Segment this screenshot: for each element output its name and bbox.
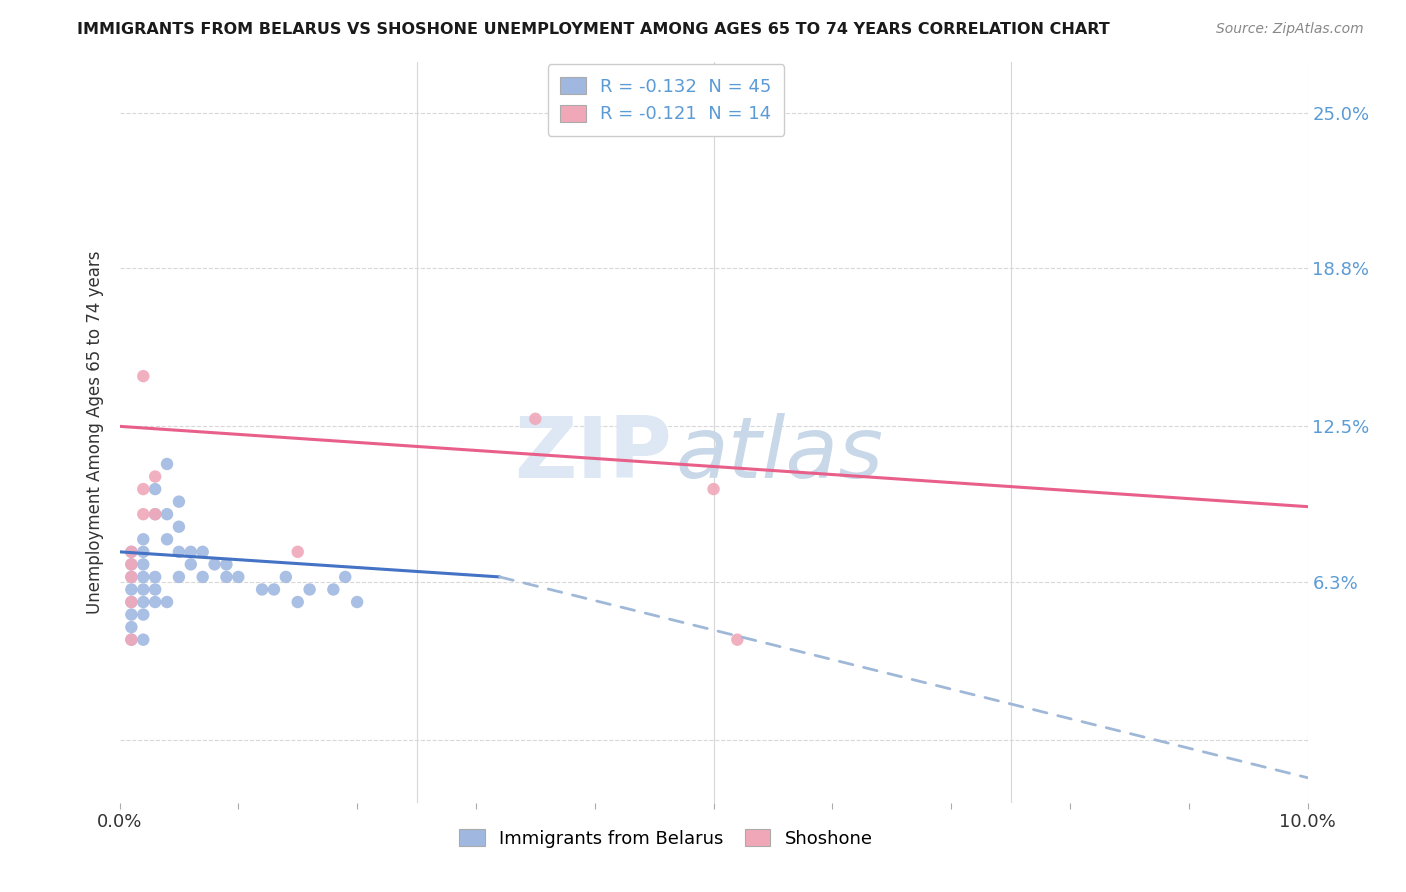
Point (143, 469, 166, 483)
Point (274, 570, 297, 584)
Point (298, 582, 321, 597)
Point (156, 533, 179, 547)
Point (132, 545, 155, 559)
Point (143, 582, 166, 597)
Text: atlas: atlas (675, 413, 883, 496)
Point (263, 582, 285, 597)
Point (725, 632, 748, 647)
Point (143, 507, 166, 521)
Point (120, 570, 142, 584)
Point (703, 482, 725, 496)
Legend: Immigrants from Belarus, Shoshone: Immigrants from Belarus, Shoshone (447, 816, 886, 861)
Point (120, 545, 142, 559)
Y-axis label: Unemployment Among Ages 65 to 74 years: Unemployment Among Ages 65 to 74 years (86, 251, 104, 615)
Point (132, 507, 155, 521)
Point (120, 558, 142, 572)
Point (132, 582, 155, 597)
Point (132, 558, 155, 572)
Point (156, 457, 179, 471)
Point (143, 570, 166, 584)
Point (156, 507, 179, 521)
Point (215, 558, 238, 572)
Point (250, 582, 273, 597)
Text: IMMIGRANTS FROM BELARUS VS SHOSHONE UNEMPLOYMENT AMONG AGES 65 TO 74 YEARS CORRE: IMMIGRANTS FROM BELARUS VS SHOSHONE UNEM… (77, 22, 1111, 37)
Point (120, 632, 142, 647)
Point (120, 558, 142, 572)
Point (120, 607, 142, 622)
Point (132, 632, 155, 647)
Point (120, 595, 142, 609)
Point (322, 582, 344, 597)
Point (132, 369, 155, 384)
Point (143, 595, 166, 609)
Point (132, 570, 155, 584)
Text: ZIP: ZIP (515, 413, 672, 496)
Point (204, 558, 226, 572)
Point (191, 570, 214, 584)
Point (132, 482, 155, 496)
Point (143, 507, 166, 521)
Point (287, 595, 309, 609)
Point (287, 545, 309, 559)
Point (167, 520, 190, 534)
Point (180, 545, 202, 559)
Point (215, 570, 238, 584)
Point (335, 570, 357, 584)
Point (191, 545, 214, 559)
Point (346, 595, 368, 609)
Point (156, 595, 179, 609)
Point (228, 570, 250, 584)
Point (524, 412, 547, 426)
Point (132, 607, 155, 622)
Point (120, 595, 142, 609)
Text: Source: ZipAtlas.com: Source: ZipAtlas.com (1216, 22, 1364, 37)
Point (120, 632, 142, 647)
Point (167, 494, 190, 508)
Point (167, 570, 190, 584)
Point (167, 545, 190, 559)
Point (120, 620, 142, 634)
Point (120, 582, 142, 597)
Point (180, 558, 202, 572)
Point (120, 545, 142, 559)
Point (120, 570, 142, 584)
Point (132, 595, 155, 609)
Point (143, 482, 166, 496)
Point (132, 533, 155, 547)
